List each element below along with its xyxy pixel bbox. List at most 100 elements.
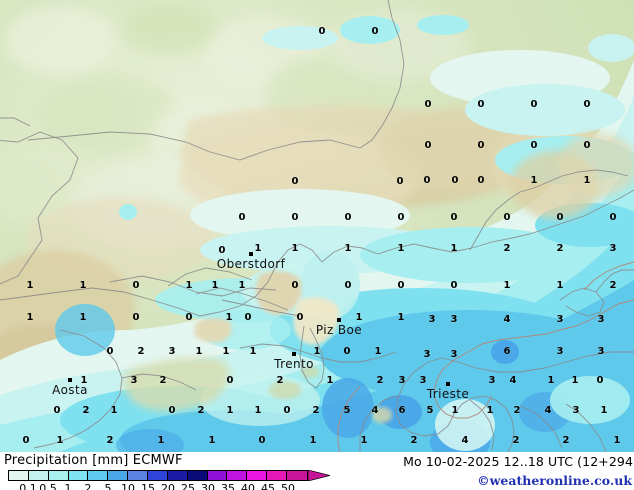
precip-value: 0: [238, 212, 246, 223]
precip-value: 2: [137, 346, 145, 357]
precip-value: 1: [486, 405, 494, 416]
precip-value: 0: [583, 99, 591, 110]
precip-value: 1: [80, 375, 88, 386]
precip-value: 0: [450, 280, 458, 291]
precip-value: 1: [556, 280, 564, 291]
precip-value: 0: [283, 405, 291, 416]
precip-value: 0: [477, 175, 485, 186]
colorbar-swatch: [28, 471, 49, 480]
precip-value: 0: [318, 26, 326, 37]
city-dot-icon: [292, 352, 296, 356]
precip-value: 1: [360, 435, 368, 446]
precip-value: 0: [296, 312, 304, 323]
precip-value: 0: [424, 140, 432, 151]
colorbar-swatch: [68, 471, 89, 480]
colorbar-swatch: [287, 471, 307, 480]
map-title: Precipitation [mm] ECMWF: [4, 453, 183, 468]
precip-value: 1: [26, 312, 34, 323]
precip-value: 0: [132, 312, 140, 323]
precip-value: 0: [596, 375, 604, 386]
precip-value: 4: [503, 314, 511, 325]
precip-value: 1: [547, 375, 555, 386]
colorbar-tick: 5: [104, 482, 112, 490]
colorbar-overflow-arrow: [308, 470, 330, 481]
city-name-label: Oberstdorf: [216, 257, 286, 271]
precip-value: 1: [254, 243, 262, 254]
precip-value: 0: [423, 175, 431, 186]
precip-value: 0: [132, 280, 140, 291]
precip-value: 1: [450, 243, 458, 254]
colorbar-tick: 10: [121, 482, 135, 490]
precip-value: 1: [208, 435, 216, 446]
terrain-overlay: [123, 133, 634, 423]
precip-value: 2: [312, 405, 320, 416]
map-canvas: [0, 0, 634, 452]
precip-value: 0: [424, 99, 432, 110]
precip-value: 0: [291, 212, 299, 223]
precip-value: 2: [106, 435, 114, 446]
precip-value: 3: [572, 405, 580, 416]
city-dot-icon: [446, 382, 450, 386]
precip-value: 2: [512, 435, 520, 446]
precip-value: 1: [211, 280, 219, 291]
precip-value: 0: [530, 99, 538, 110]
precip-value: 1: [600, 405, 608, 416]
precip-value: 0: [168, 405, 176, 416]
precip-value: 0: [185, 312, 193, 323]
colorbar-tick: 45: [261, 482, 275, 490]
precip-value: 4: [371, 405, 379, 416]
precip-value: 0: [451, 175, 459, 186]
precip-value: 1: [110, 405, 118, 416]
precip-isolated-patches: [119, 15, 634, 220]
model-run-timestamp: Mo 10-02-2025 12..18 UTC (12+294: [403, 454, 633, 469]
precip-value: 0: [226, 375, 234, 386]
precipitation-colorbar[interactable]: 0.1 0.5 1 2 5 10 15 20 25 30 35 40 45 50: [8, 470, 338, 490]
precip-value: 1: [503, 280, 511, 291]
precip-value: 0: [503, 212, 511, 223]
precip-value: 0: [218, 245, 226, 256]
precip-value: 0: [344, 212, 352, 223]
precip-value: 3: [609, 243, 617, 254]
precip-value: 1: [238, 280, 246, 291]
precip-value: 6: [503, 346, 511, 357]
city-dot-icon: [68, 378, 72, 382]
precip-value: 1: [344, 243, 352, 254]
colorbar-tick: 20: [161, 482, 175, 490]
colorbar-swatch: [207, 471, 228, 480]
precip-value: 1: [254, 405, 262, 416]
precip-value: 0: [258, 435, 266, 446]
precipitation-map[interactable]: 0 0 0 0 0 0 0 0 0 0 0 0 0 0 0 1 1 0 0 0 0 0 0 0 0 0 1 1 1 1 1 2 2 3 1 1 0 1 1 1…: [0, 0, 634, 452]
colorbar-swatch: [9, 471, 29, 480]
precip-value: 0: [530, 140, 538, 151]
precip-value: 3: [597, 314, 605, 325]
city-name-label: Trieste: [426, 387, 470, 401]
precip-value: 3: [419, 375, 427, 386]
precip-value: 0: [609, 212, 617, 223]
precip-value: 1: [583, 175, 591, 186]
colorbar-swatch: [88, 471, 109, 480]
colorbar-swatch: [48, 471, 69, 480]
precip-value: 0: [371, 26, 379, 37]
precip-value: 1: [326, 375, 334, 386]
colorbar-swatch: [128, 471, 149, 480]
precip-value: 1: [222, 346, 230, 357]
precip-value: 2: [82, 405, 90, 416]
precip-value: 2: [513, 405, 521, 416]
precip-value: 0: [291, 280, 299, 291]
precip-value: 0: [397, 212, 405, 223]
precip-value: 1: [451, 405, 459, 416]
precip-value: 0: [397, 280, 405, 291]
precip-value: 2: [503, 243, 511, 254]
city-dot-icon: [249, 252, 253, 256]
colorbar-swatch: [167, 471, 188, 480]
precip-value: 2: [276, 375, 284, 386]
precip-value: 0: [396, 176, 404, 187]
precip-value: 1: [249, 346, 257, 357]
precip-value: 3: [597, 346, 605, 357]
precip-value: 1: [185, 280, 193, 291]
precip-value: 0: [477, 140, 485, 151]
precip-value: 1: [56, 435, 64, 446]
city-name-label: Aosta: [52, 383, 88, 397]
precip-value: 5: [426, 405, 434, 416]
